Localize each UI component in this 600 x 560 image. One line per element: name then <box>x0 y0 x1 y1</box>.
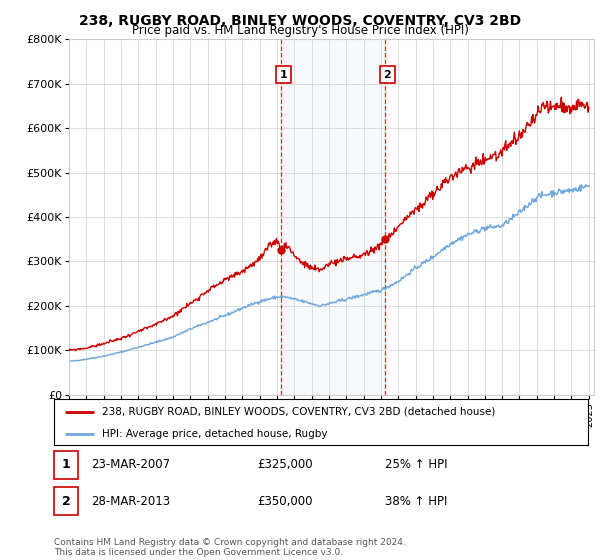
Text: 2: 2 <box>383 70 391 80</box>
FancyBboxPatch shape <box>54 451 78 479</box>
Text: £350,000: £350,000 <box>257 494 313 508</box>
Text: £325,000: £325,000 <box>257 458 313 472</box>
Text: Price paid vs. HM Land Registry's House Price Index (HPI): Price paid vs. HM Land Registry's House … <box>131 24 469 37</box>
Text: 238, RUGBY ROAD, BINLEY WOODS, COVENTRY, CV3 2BD: 238, RUGBY ROAD, BINLEY WOODS, COVENTRY,… <box>79 14 521 28</box>
Text: HPI: Average price, detached house, Rugby: HPI: Average price, detached house, Rugb… <box>102 429 328 438</box>
Text: Contains HM Land Registry data © Crown copyright and database right 2024.
This d: Contains HM Land Registry data © Crown c… <box>54 538 406 557</box>
Bar <box>281 39 385 395</box>
Text: 1: 1 <box>62 458 70 472</box>
Text: 28-MAR-2013: 28-MAR-2013 <box>91 494 170 508</box>
Text: 2: 2 <box>62 494 70 508</box>
Text: 23-MAR-2007: 23-MAR-2007 <box>91 458 170 472</box>
Text: 25% ↑ HPI: 25% ↑ HPI <box>385 458 448 472</box>
Text: 38% ↑ HPI: 38% ↑ HPI <box>385 494 448 508</box>
FancyBboxPatch shape <box>54 487 78 515</box>
Text: 238, RUGBY ROAD, BINLEY WOODS, COVENTRY, CV3 2BD (detached house): 238, RUGBY ROAD, BINLEY WOODS, COVENTRY,… <box>102 407 496 417</box>
Text: 1: 1 <box>280 70 287 80</box>
